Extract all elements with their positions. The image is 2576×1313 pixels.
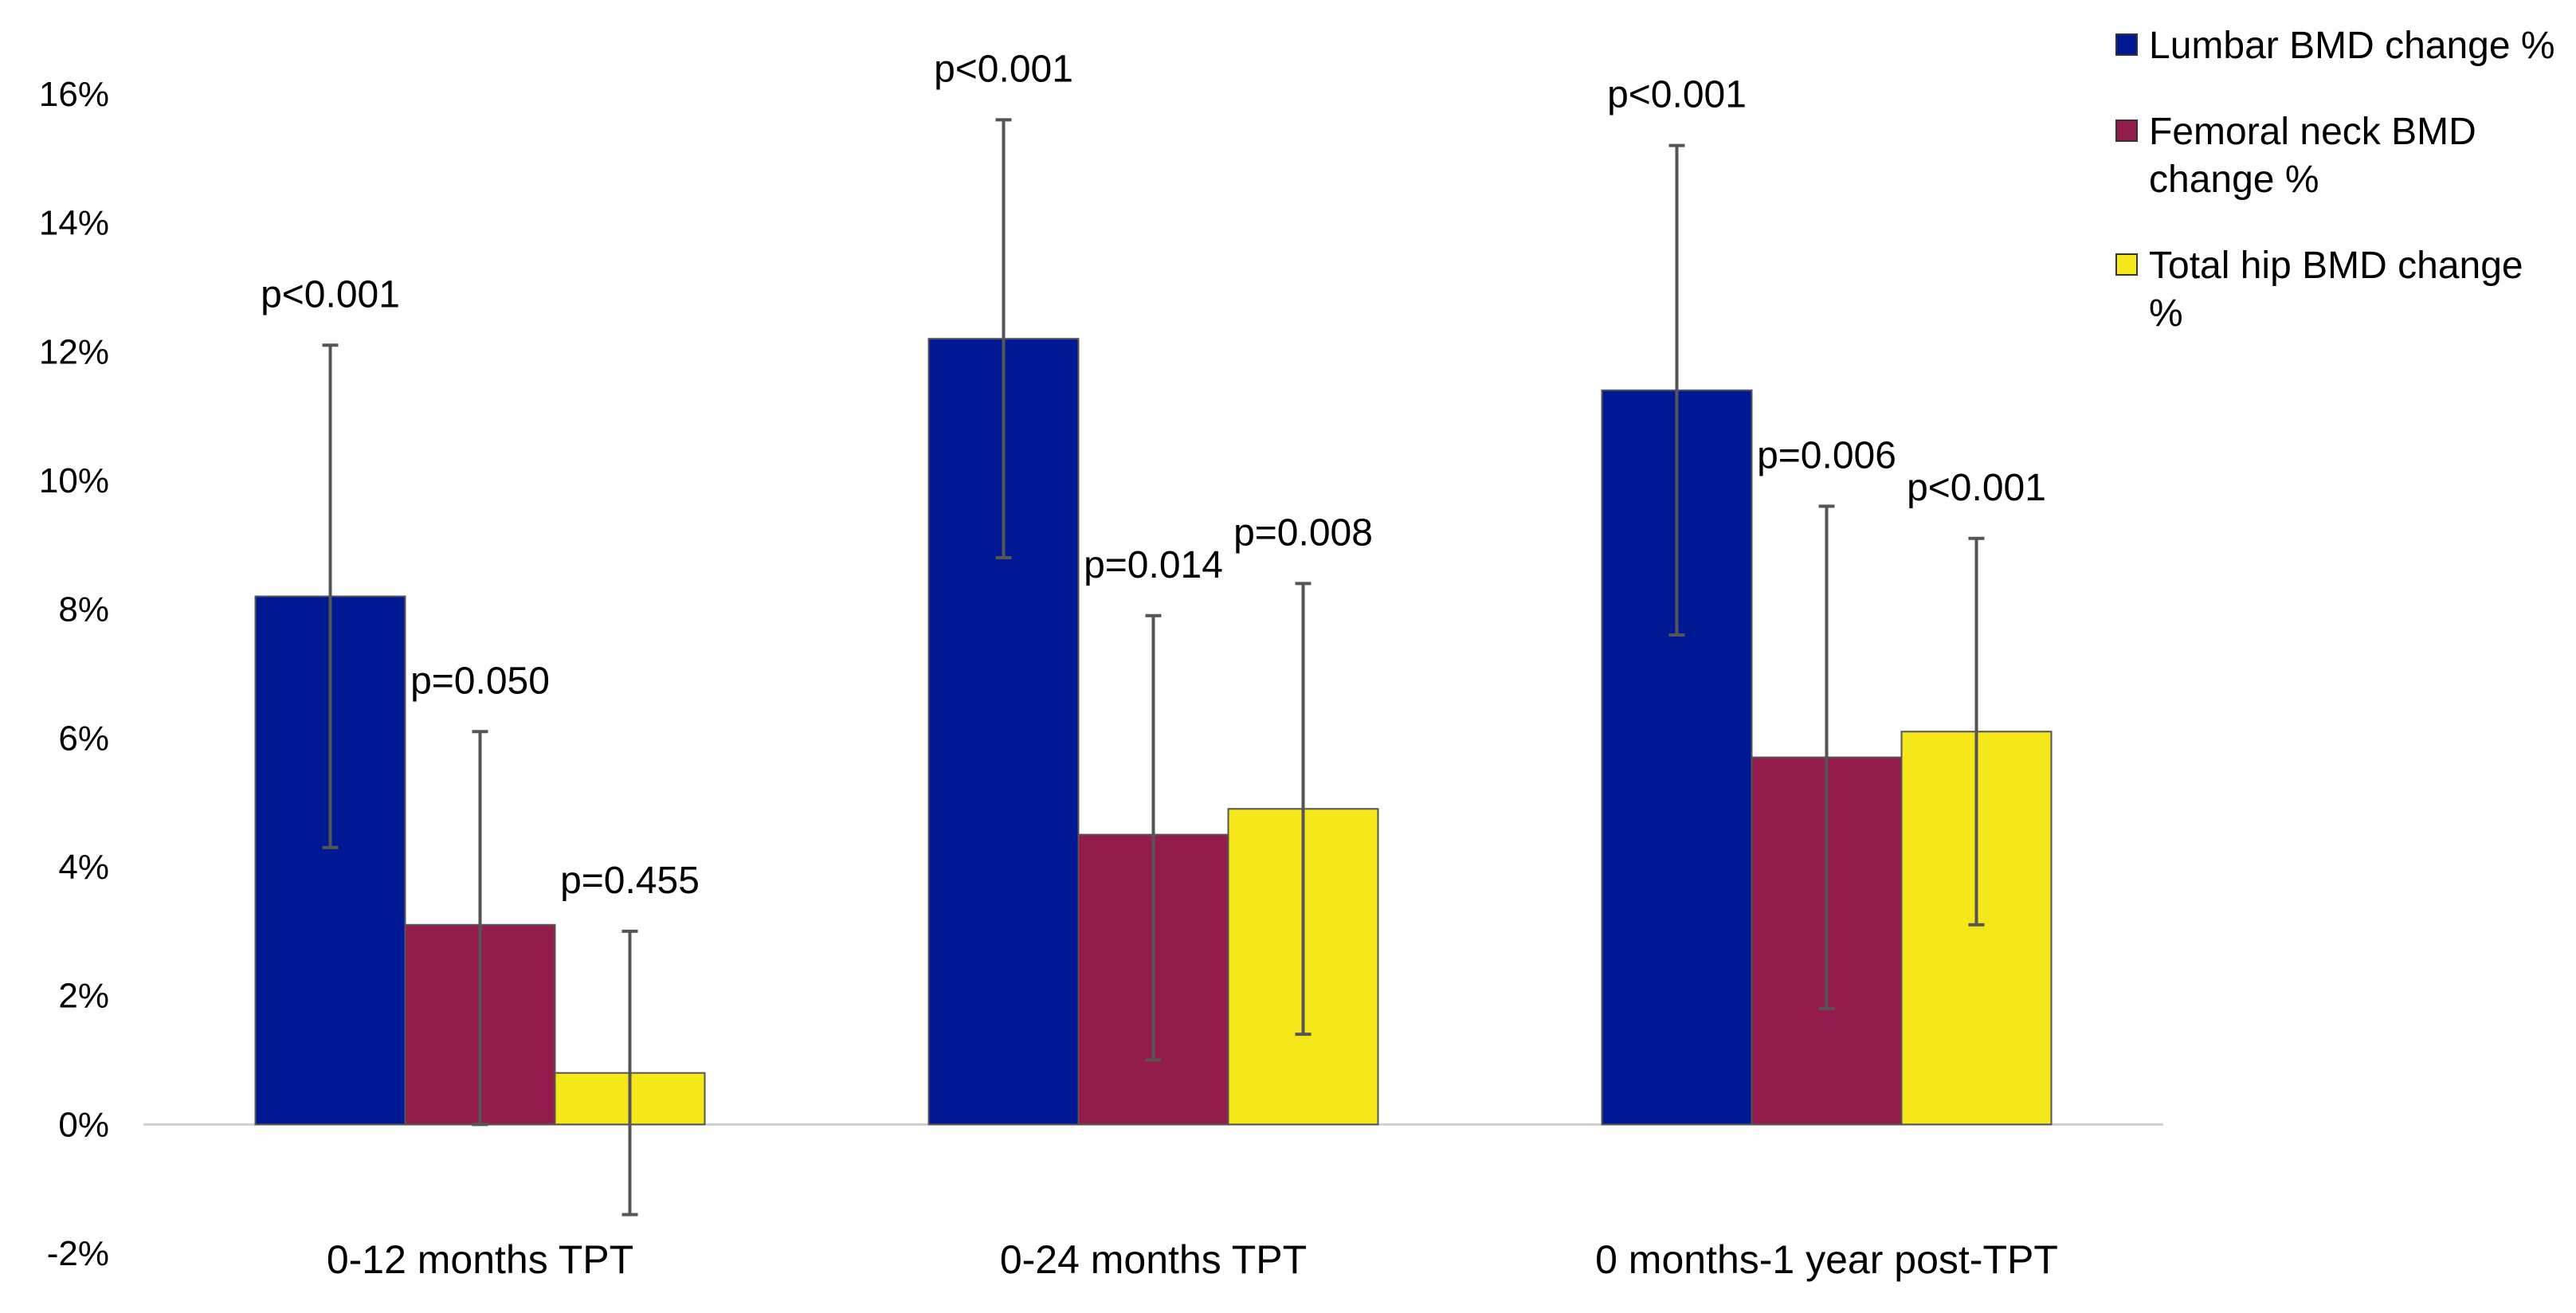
y-tick-label: 6% [58, 719, 109, 758]
error-bar-total-hip-bmd-change-3 [1968, 536, 1985, 927]
error-bar-femoral-neck-bmd-change-2 [1145, 613, 1162, 1062]
bars [254, 338, 2053, 1126]
p-value-label: p=0.455 [560, 860, 700, 902]
error-bars [322, 118, 1985, 1217]
error-bar-lumbar-bmd-change-3 [1668, 143, 1685, 637]
y-tick-label: -2% [47, 1234, 109, 1273]
error-bar-lumbar-bmd-change-1 [322, 343, 339, 849]
x-category-label: 0 months-1 year post-TPT [1595, 1237, 2058, 1282]
y-tick-label: 8% [58, 590, 109, 629]
p-value-label: p=0.008 [1233, 511, 1373, 554]
y-tick-label: 14% [39, 204, 109, 243]
x-category-label: 0-12 months TPT [327, 1237, 633, 1282]
data-labels: p<0.001 p=0.050 p=0.455 0-12 months TPT p<0.… [261, 48, 2058, 1282]
p-value-label: p<0.001 [1607, 74, 1747, 116]
p-value-label: p=0.014 [1084, 544, 1223, 586]
y-tick-label: 12% [39, 332, 109, 371]
y-tick-label: 2% [58, 977, 109, 1016]
p-value-label: p<0.001 [261, 273, 400, 316]
p-value-label: p<0.001 [1907, 467, 2046, 509]
legend-label-lumbar: Lumbar BMD change % [2149, 25, 2555, 67]
legend-label-femoral-neck: Femoral neck BMD change % [2149, 111, 2476, 201]
p-value-label: p=0.050 [410, 660, 550, 702]
error-bar-femoral-neck-bmd-change-3 [1818, 504, 1835, 1010]
legend-swatch-femoral-neck [2115, 120, 2138, 142]
legend-swatch-lumbar [2115, 33, 2138, 56]
legend-item-total-hip: Total hip BMD change % [2115, 242, 2562, 338]
legend-item-femoral-neck: Femoral neck BMD change % [2115, 108, 2562, 204]
y-tick-label: 0% [58, 1105, 109, 1144]
legend: Lumbar BMD change % Femoral neck BMD cha… [2115, 22, 2562, 376]
y-tick-label: 10% [39, 461, 109, 500]
error-bar-lumbar-bmd-change-2 [995, 118, 1012, 559]
y-tick-label: 4% [58, 848, 109, 887]
error-bar-femoral-neck-bmd-change-1 [472, 730, 488, 1127]
error-bar-total-hip-bmd-change-1 [621, 929, 638, 1217]
error-bar-total-hip-bmd-change-2 [1295, 582, 1312, 1037]
x-category-label: 0-24 months TPT [1000, 1237, 1307, 1282]
legend-swatch-total-hip [2115, 253, 2138, 276]
y-tick-label: 16% [39, 75, 109, 114]
p-value-label: p<0.001 [934, 48, 1073, 90]
legend-item-lumbar: Lumbar BMD change % [2115, 22, 2562, 70]
p-value-label: p=0.006 [1757, 434, 1896, 476]
legend-label-total-hip: Total hip BMD change % [2149, 245, 2523, 335]
